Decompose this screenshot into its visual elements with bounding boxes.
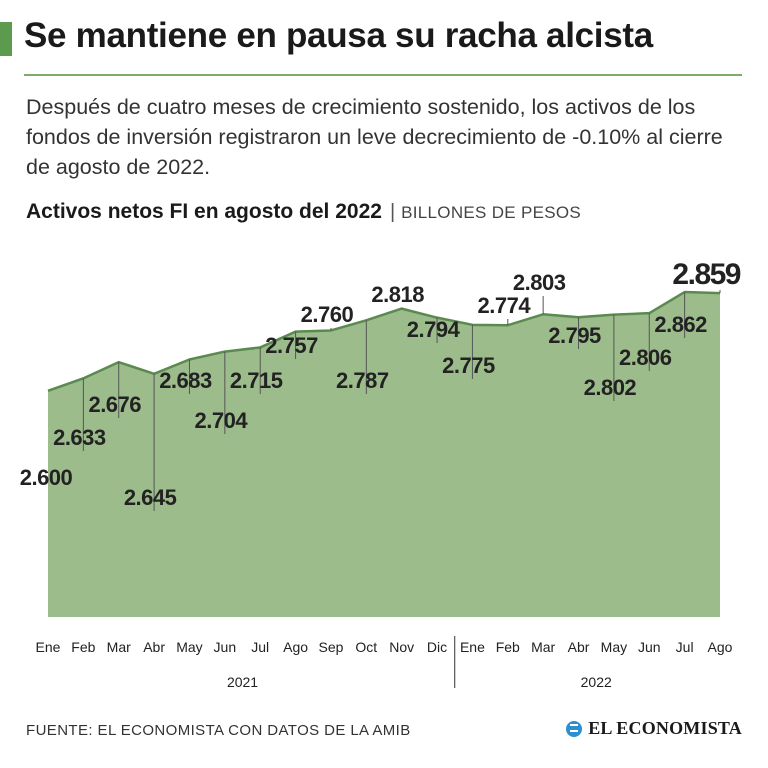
- x-tick-label: Abr: [143, 639, 165, 655]
- chart-heading: Activos netos FI en agosto del 2022 | BILL…: [26, 200, 581, 224]
- lede-paragraph: Después de cuatro meses de crecimiento s…: [26, 95, 723, 179]
- x-tick-label: Ene: [460, 639, 485, 655]
- data-label: 2.683: [159, 368, 212, 393]
- year-label: 2021: [227, 674, 258, 690]
- data-label-highlight: 2.859: [672, 258, 740, 291]
- x-tick-label: Ene: [36, 639, 61, 655]
- data-label: 2.806: [619, 345, 672, 370]
- data-label: 2.774: [478, 293, 532, 318]
- title-block: Se mantiene en pausa su racha alcista: [0, 8, 768, 76]
- data-label: 2.818: [371, 282, 424, 307]
- data-label: 2.600: [20, 465, 73, 490]
- data-label: 2.676: [88, 392, 141, 417]
- data-label: 2.787: [336, 368, 389, 393]
- x-tick-label: Nov: [389, 639, 414, 655]
- data-label: 2.775: [442, 353, 495, 378]
- year-label: 2022: [581, 674, 612, 690]
- data-label: 2.633: [53, 425, 106, 450]
- x-tick-label: Sep: [318, 639, 343, 655]
- data-label: 2.704: [195, 408, 249, 433]
- data-label: 2.794: [407, 317, 461, 342]
- data-label: 2.803: [513, 270, 566, 295]
- x-tick-label: Feb: [71, 639, 95, 655]
- x-tick-label: Jul: [251, 639, 269, 655]
- x-tick-label: Jul: [676, 639, 694, 655]
- data-label: 2.795: [548, 323, 601, 348]
- data-label: 2.862: [654, 312, 707, 337]
- area-chart: 2.600 2.633 2.676 2.645 2.683 2.704 2.715 2.757…: [20, 258, 743, 690]
- x-tick-label: Ago: [283, 639, 308, 655]
- chart-heading-separator: |: [389, 201, 396, 223]
- x-tick-label: Abr: [568, 639, 590, 655]
- chart-title: Activos netos FI en agosto del 2022: [26, 200, 382, 223]
- x-tick-label: Jun: [214, 639, 237, 655]
- data-label: 2.802: [584, 375, 637, 400]
- x-tick-label: Ago: [708, 639, 733, 655]
- data-label: 2.645: [124, 485, 177, 510]
- data-label: 2.715: [230, 368, 283, 393]
- x-tick-label: Jun: [638, 639, 661, 655]
- title-divider: [24, 74, 742, 76]
- source-note: FUENTE: EL ECONOMISTA CON DATOS DE LA AM…: [26, 722, 411, 739]
- x-tick-label: Oct: [355, 639, 377, 655]
- data-label: 2.760: [301, 302, 354, 327]
- x-tick-label: May: [176, 639, 202, 655]
- x-tick-label: Dic: [427, 639, 447, 655]
- page-title: Se mantiene en pausa su racha alcista: [24, 16, 653, 55]
- x-tick-label: Mar: [531, 639, 555, 655]
- x-tick-label: May: [601, 639, 627, 655]
- x-tick-label: Mar: [107, 639, 131, 655]
- area-line: [47, 290, 721, 392]
- el-economista-logo-icon: [566, 720, 583, 737]
- title-accent-bar: [0, 22, 12, 56]
- chart-units: BILLONES DE PESOS: [401, 203, 582, 222]
- x-tick-label: Feb: [496, 639, 520, 655]
- data-label: 2.757: [265, 333, 318, 358]
- area-fill: [48, 292, 720, 617]
- brand: EL ECONOMISTA: [566, 718, 742, 739]
- brand-name: EL ECONOMISTA: [588, 718, 742, 738]
